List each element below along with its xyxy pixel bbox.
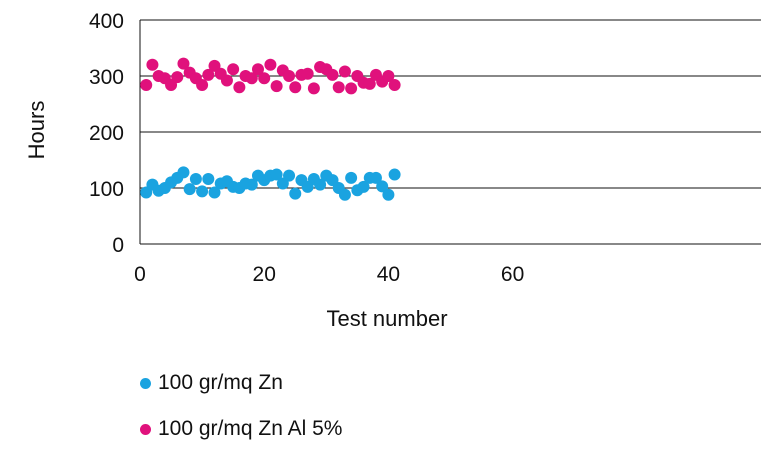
data-point-s1-33 [345, 82, 358, 95]
data-point-s1-0 [140, 78, 153, 91]
x-tick-label-60: 60 [501, 263, 524, 286]
gridlines [139, 19, 761, 245]
data-point-s0-9 [196, 185, 209, 198]
data-point-s0-39 [382, 188, 395, 201]
x-tick-label-40: 40 [377, 263, 400, 286]
series-0 [140, 166, 401, 201]
data-point-s0-21 [270, 168, 283, 181]
x-tick-label-0: 0 [134, 263, 146, 286]
data-point-s0-23 [283, 169, 296, 182]
data-point-s1-26 [301, 67, 314, 80]
y-axis-title: Hours [24, 101, 49, 160]
data-point-s1-19 [258, 72, 271, 85]
legend-item-zn-al: 100 gr/mq Zn Al 5% [140, 406, 342, 452]
data-point-s0-40 [388, 168, 401, 181]
data-point-s1-17 [245, 72, 258, 85]
y-tick-label-0: 0 [112, 234, 124, 257]
data-point-s1-21 [270, 80, 283, 93]
data-point-s1-20 [264, 58, 277, 71]
data-point-s1-15 [233, 81, 246, 94]
data-point-s0-10 [202, 173, 215, 186]
data-point-s0-32 [338, 188, 351, 201]
data-point-s1-18 [251, 63, 264, 76]
data-point-s1-9 [196, 78, 209, 91]
y-tick-label-200: 200 [89, 122, 124, 145]
data-point-s0-11 [208, 186, 221, 199]
data-point-s0-6 [177, 166, 190, 179]
data-points [140, 57, 401, 201]
data-point-s0-28 [314, 178, 327, 191]
data-point-s0-37 [369, 171, 382, 184]
x-tick-labels: 0 20 40 60 [134, 263, 524, 286]
data-point-s0-17 [245, 178, 258, 191]
legend: 100 gr/mq Zn 100 gr/mq Zn Al 5% [140, 360, 342, 452]
data-point-s1-13 [220, 74, 233, 87]
legend-item-zn: 100 gr/mq Zn [140, 360, 342, 406]
y-tick-labels: 0 100 200 300 400 [89, 10, 124, 257]
data-point-s1-30 [326, 68, 339, 81]
data-point-s1-23 [283, 70, 296, 82]
data-point-s1-10 [202, 68, 215, 81]
series-1 [140, 57, 401, 95]
y-tick-label-100: 100 [89, 178, 124, 201]
data-point-s1-1 [146, 58, 159, 71]
data-point-s1-32 [338, 65, 351, 78]
legend-label-zn: 100 gr/mq Zn [158, 371, 283, 394]
legend-label-zn-al: 100 gr/mq Zn Al 5% [158, 417, 343, 440]
data-point-s1-39 [382, 70, 395, 82]
x-tick-label-20: 20 [253, 263, 276, 286]
data-point-s0-38 [376, 180, 389, 193]
data-point-s1-31 [332, 81, 345, 94]
scatter-chart: 0 100 200 300 400 0 20 40 60 Test number Hours [24, 10, 761, 331]
data-point-s1-6 [177, 57, 190, 70]
legend-marker-zn-al [140, 423, 151, 435]
y-tick-label-300: 300 [89, 66, 124, 89]
data-point-s0-8 [189, 173, 202, 186]
data-point-s1-40 [388, 78, 401, 91]
data-point-s0-7 [183, 183, 196, 196]
data-point-s1-14 [227, 63, 240, 76]
x-axis-title: Test number [326, 306, 447, 331]
data-point-s1-5 [171, 71, 184, 84]
data-point-s1-24 [289, 81, 302, 94]
legend-marker-zn [140, 377, 151, 389]
data-point-s0-33 [345, 171, 358, 184]
y-tick-label-400: 400 [89, 10, 124, 33]
data-point-s0-24 [289, 187, 302, 200]
data-point-s1-36 [363, 77, 376, 90]
data-point-s0-35 [357, 180, 370, 193]
data-point-s1-27 [307, 82, 320, 95]
